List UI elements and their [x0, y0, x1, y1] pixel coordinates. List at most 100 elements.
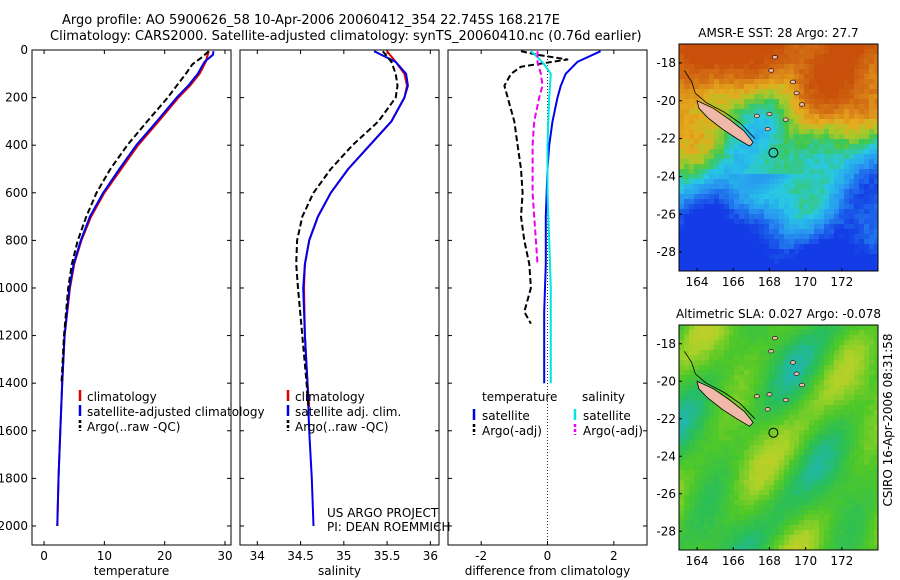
- map-cell: [774, 525, 780, 531]
- map-cell: [684, 415, 690, 421]
- map-cell: [769, 124, 775, 130]
- map-cell: [839, 44, 845, 50]
- map-cell: [704, 89, 710, 95]
- map-cell: [859, 530, 865, 536]
- map-cell: [854, 64, 860, 70]
- map-cell: [679, 360, 685, 366]
- map-cell: [759, 159, 765, 165]
- map-cell: [794, 425, 800, 431]
- map-cell: [804, 510, 810, 516]
- map-cell: [869, 84, 875, 90]
- map-cell: [744, 330, 750, 336]
- map-cell: [724, 139, 730, 145]
- map-cell: [814, 480, 820, 486]
- map-cell: [804, 129, 810, 135]
- map-cell: [764, 194, 770, 200]
- map-cell: [824, 149, 830, 155]
- map-cell: [839, 460, 845, 466]
- map-cell: [829, 455, 835, 461]
- map-cell: [764, 450, 770, 456]
- map-cell: [769, 485, 775, 491]
- map-cell: [754, 430, 760, 436]
- map-cell: [739, 445, 745, 451]
- map-cell: [769, 335, 775, 341]
- map-cell: [719, 430, 725, 436]
- map-cell: [704, 355, 710, 361]
- map-cell: [859, 59, 865, 65]
- map-cell: [754, 154, 760, 160]
- map-cell: [754, 124, 760, 130]
- map-cell: [794, 485, 800, 491]
- map-cell: [799, 460, 805, 466]
- map-cell: [749, 345, 755, 351]
- map-cell: [714, 59, 720, 65]
- map-cell: [804, 234, 810, 240]
- map-cell: [849, 124, 855, 130]
- map-cell: [784, 395, 790, 401]
- map-cell: [759, 194, 765, 200]
- map-cell: [874, 385, 878, 391]
- map-cell: [829, 390, 835, 396]
- map-cell: [849, 540, 855, 546]
- series-line-argo-raw-qc-: [295, 50, 399, 408]
- map-cell: [789, 174, 795, 180]
- map-cell: [729, 49, 735, 55]
- map-cell: [799, 345, 805, 351]
- map-cell: [689, 335, 695, 341]
- map-cell: [799, 370, 805, 376]
- map-cell: [794, 194, 800, 200]
- y-tick-label: 200: [5, 91, 28, 105]
- map-cell: [814, 360, 820, 366]
- map-cell: [779, 410, 785, 416]
- map-cell: [859, 139, 865, 145]
- map-cell: [769, 445, 775, 451]
- map-cell: [704, 490, 710, 496]
- map-cell: [859, 525, 865, 531]
- map-cell: [859, 254, 865, 260]
- map-cell: [784, 124, 790, 130]
- map-cell: [799, 535, 805, 541]
- map-cell: [744, 184, 750, 190]
- map-cell: [739, 420, 745, 426]
- map-cell: [689, 395, 695, 401]
- map-cell: [724, 485, 730, 491]
- map-cell: [859, 410, 865, 416]
- map-cell: [844, 74, 850, 80]
- map-cell: [869, 114, 875, 120]
- map-cell: [819, 540, 825, 546]
- map-cell: [729, 495, 735, 501]
- map-cell: [769, 134, 775, 140]
- map-cell: [679, 114, 685, 120]
- map-cell: [839, 134, 845, 140]
- map-cell: [854, 44, 860, 50]
- map-cell: [849, 385, 855, 391]
- map-cell: [819, 254, 825, 260]
- map-cell: [769, 505, 775, 511]
- map-cell: [699, 214, 705, 220]
- map-cell: [709, 450, 715, 456]
- map-cell: [799, 54, 805, 60]
- map-cell: [809, 149, 815, 155]
- map-cell: [789, 224, 795, 230]
- map-cell: [859, 49, 865, 55]
- map-cell: [754, 89, 760, 95]
- map-cell: [754, 365, 760, 371]
- map-cell: [799, 470, 805, 476]
- map-cell: [794, 400, 800, 406]
- map-cell: [864, 425, 870, 431]
- y-tick-label: 1800: [0, 471, 28, 485]
- map-cell: [784, 64, 790, 70]
- map-cell: [854, 480, 860, 486]
- map-cell: [699, 244, 705, 250]
- series-group: [56, 50, 215, 527]
- map-cell: [699, 340, 705, 346]
- map-cell: [694, 405, 700, 411]
- map-cell: [694, 465, 700, 471]
- map-cell: [744, 440, 750, 446]
- map-cell: [804, 500, 810, 506]
- map-cell: [864, 214, 870, 220]
- map-cell: [834, 515, 840, 521]
- map-cell: [774, 425, 780, 431]
- map-cell: [694, 229, 700, 235]
- map-cell: [859, 425, 865, 431]
